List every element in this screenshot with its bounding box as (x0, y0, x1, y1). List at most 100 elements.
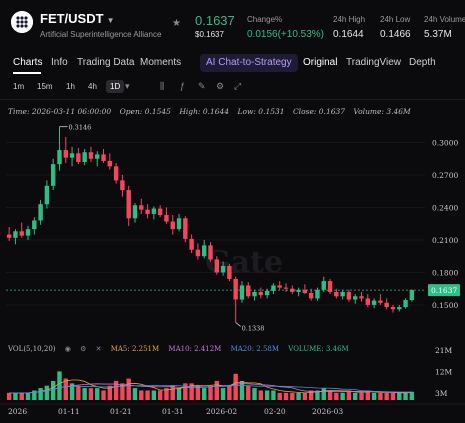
candle (409, 290, 415, 301)
candle (38, 204, 43, 221)
candle (290, 288, 295, 292)
chevron-down-icon[interactable]: ▾ (125, 81, 130, 91)
candle (82, 152, 87, 162)
candle (69, 153, 75, 158)
volume-bar (107, 385, 113, 400)
candle (315, 289, 320, 299)
timeframe-15m[interactable]: 15m (37, 82, 53, 91)
pair-selector[interactable]: FET/USDT ▼ (40, 11, 114, 26)
candle (340, 291, 345, 297)
volume-bar (157, 390, 163, 400)
volume-bar (390, 392, 396, 400)
candle (227, 265, 232, 279)
volume-bar (220, 388, 226, 400)
volume-bar (189, 383, 194, 400)
candle (95, 154, 100, 159)
candle (346, 291, 352, 300)
volume-bar (384, 392, 389, 400)
volume-bar (252, 388, 257, 400)
chevron-down-icon: ▼ (106, 16, 115, 25)
candle (189, 238, 194, 250)
star-icon[interactable]: ★ (172, 18, 181, 29)
tab-moments[interactable]: Moments (140, 57, 182, 68)
stat-value: 5.37M (424, 29, 452, 40)
volume-bar (302, 392, 308, 400)
candle (164, 215, 169, 222)
tab-trading-data[interactable]: Trading Data (77, 57, 135, 68)
eye-icon[interactable]: ◉ (64, 345, 71, 353)
stat-24h-volume: 24h Volume 5.37M (424, 15, 465, 40)
candle (101, 154, 106, 161)
last-price: 0.1637 (195, 13, 235, 28)
volume-bar (403, 392, 408, 400)
candle-type-icon[interactable]: ⫼ (160, 81, 165, 91)
price-tick-label: 0.2700 (432, 171, 458, 180)
candle (120, 180, 125, 191)
asset-full-name: Artificial Superintelligence Alliance (40, 30, 162, 39)
candle (170, 221, 175, 230)
volume-bar (76, 385, 81, 400)
volume-bar (164, 388, 169, 400)
tab-tradingview[interactable]: TradingView (346, 57, 402, 68)
price-axis: 0.3000 0.2700 0.2400 0.2100 0.1800 0.1500 0.16… (428, 138, 460, 310)
volume-tick-label: 3M (435, 389, 448, 398)
candle (378, 300, 383, 303)
ohlc-low: Low: 0.1531 (237, 107, 285, 116)
candle (6, 234, 12, 238)
settings-icon[interactable]: ⚙ (216, 81, 225, 91)
tab-original[interactable]: Original (303, 57, 338, 68)
high-marker-label: 0.3146 (68, 124, 91, 132)
ticker-header: FET/USDT ▼ Artificial Superintelligence A… (0, 0, 465, 50)
draw-tools-icon[interactable]: ✎ (198, 81, 206, 91)
tab-depth[interactable]: Depth (409, 57, 436, 68)
volume-tick-label: 12M (435, 367, 453, 376)
candle (195, 249, 201, 257)
settings-icon[interactable]: ⚙ (80, 345, 87, 353)
candle (44, 185, 50, 205)
ohlc-open: Open: 0.1545 (119, 107, 171, 116)
time-tick-label: 01-11 (58, 407, 80, 416)
timeframe-1h[interactable]: 1h (66, 82, 75, 91)
volume-bar (315, 390, 320, 400)
low-marker-line (235, 322, 241, 327)
price-usd: $0.1637 (195, 30, 224, 39)
timeframe-4h[interactable]: 4h (88, 82, 97, 91)
active-tab-underline (13, 72, 41, 74)
stat-value: 0.1644 (333, 29, 364, 40)
candle (327, 281, 333, 292)
volume-bar (239, 380, 245, 400)
tab-info[interactable]: Info (51, 57, 68, 68)
timeframe-toolbar: 1m 15m 1h 4h 1D ▾ ⫼ ƒ ✎ ⚙ ⤢ (0, 80, 465, 98)
price-tick-label: 0.2100 (432, 236, 458, 245)
candle (271, 285, 276, 291)
candle (334, 291, 339, 297)
volume-bar (321, 388, 326, 400)
close-icon[interactable]: ✕ (95, 345, 102, 353)
ohlc-high: High: 0.1644 (179, 107, 230, 116)
volume-bar (38, 388, 43, 400)
candle (19, 231, 24, 236)
volume-bar (202, 388, 207, 400)
volume-bar (308, 390, 314, 400)
volume-bar (397, 392, 402, 400)
volume-bar (233, 373, 238, 400)
ai-chat-to-strategy-button[interactable]: AI Chat-to-Strategy (200, 54, 298, 72)
volume-bar (176, 388, 182, 400)
price-tick-label: 0.1800 (432, 268, 458, 277)
volume-bar (32, 390, 37, 400)
indicator-icon[interactable]: ƒ (180, 81, 186, 91)
fullscreen-icon[interactable]: ⤢ (234, 81, 242, 91)
timeframe-1m[interactable]: 1m (13, 82, 25, 91)
tab-charts[interactable]: Charts (13, 57, 43, 68)
volume-bar (69, 383, 75, 400)
volume-bar (264, 390, 270, 400)
candle (202, 245, 207, 257)
volume-bar (25, 392, 31, 400)
candle (365, 298, 371, 305)
volume-bar (88, 388, 94, 400)
candle (132, 205, 138, 219)
volume-bar (346, 390, 352, 400)
timeframe-1d[interactable]: 1D (106, 80, 125, 93)
volume-layer: 21M 12M 3M (6, 346, 453, 400)
